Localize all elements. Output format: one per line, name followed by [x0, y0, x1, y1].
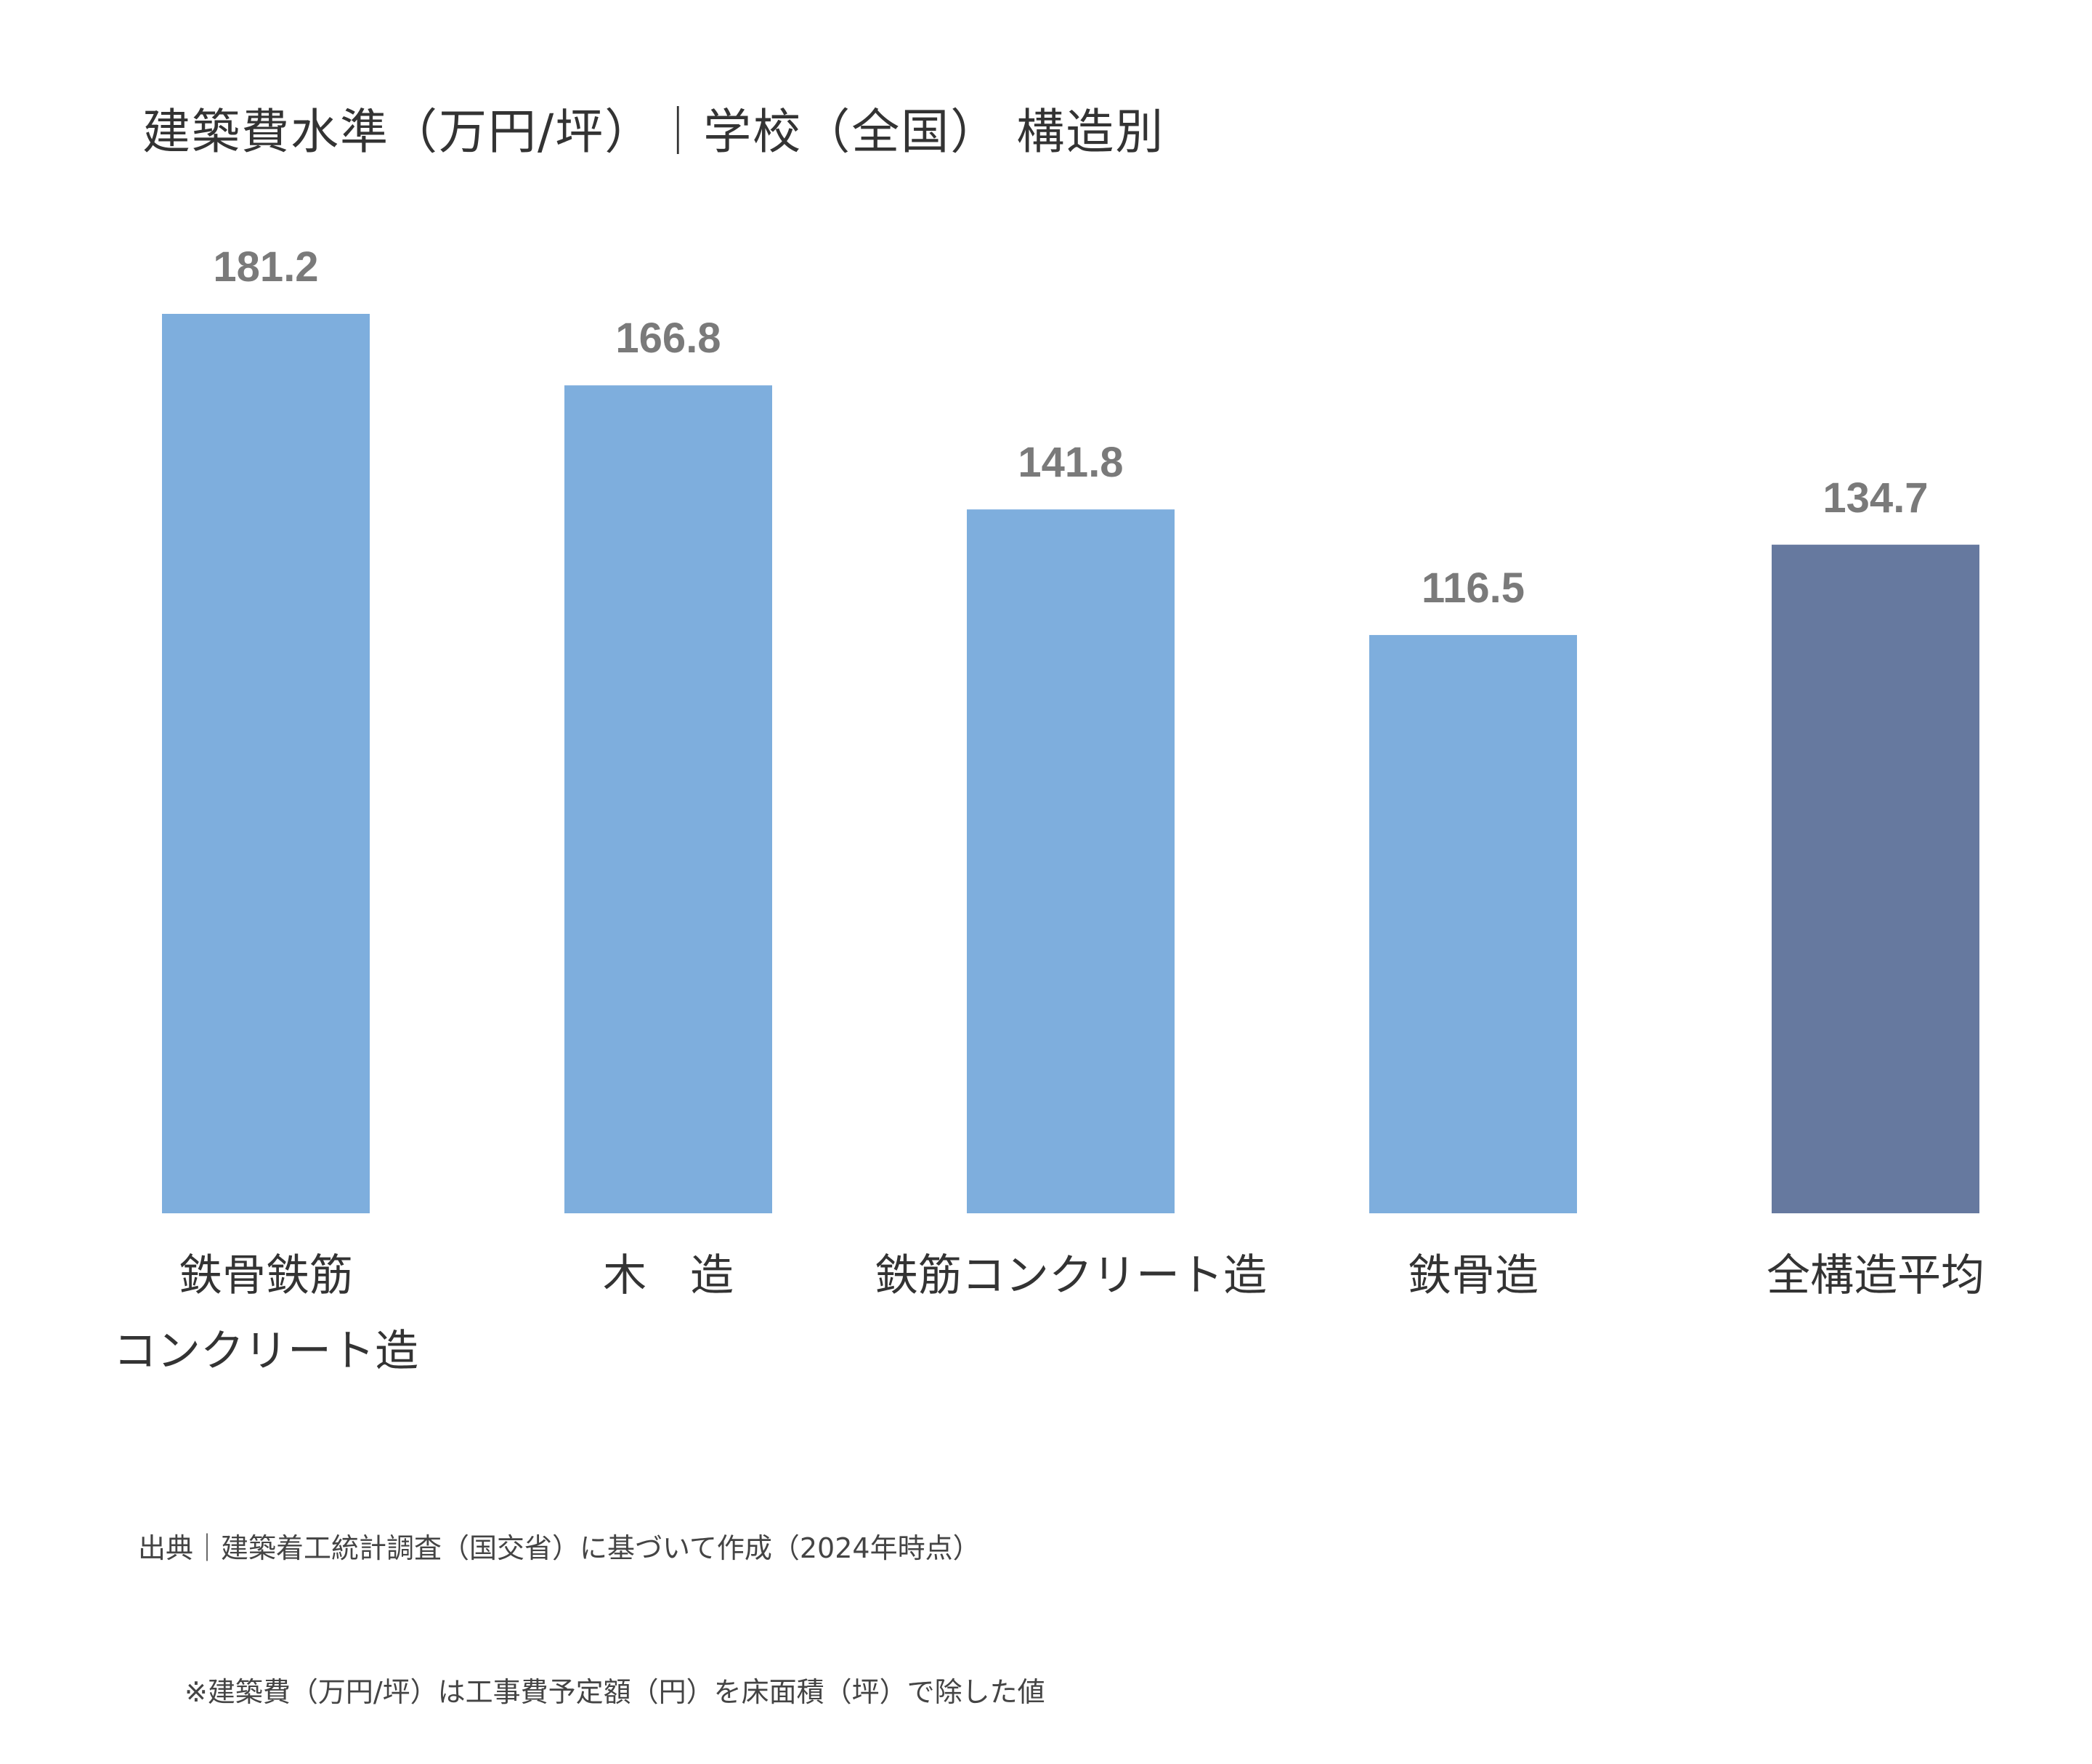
value-label-0: 181.2 [213, 243, 319, 291]
chart-title: 建築費水準（万円/坪）｜学校（全国） 構造別 [142, 104, 1165, 160]
bar-2 [967, 509, 1175, 1213]
value-label-4: 134.7 [1823, 474, 1929, 522]
value-label-3: 116.5 [1422, 565, 1525, 612]
bar-4 [1772, 544, 1979, 1213]
value-label-2: 141.8 [1018, 439, 1124, 487]
source-text: 出典｜建築着工統計調査（国交省）に基づいて作成（2024年時点） [138, 1532, 981, 1564]
bar-chart [162, 314, 1979, 1214]
category-label-0: 鉄骨鉄筋 コンクリート造 [113, 1250, 418, 1377]
source-note: 出典｜建築着工統計調査（国交省）に基づいて作成（2024年時点） ※建築費（万円… [138, 1428, 1045, 1764]
category-label-3: 鉄骨造 [1408, 1250, 1538, 1301]
bar-0 [162, 314, 370, 1213]
bar-3 [1369, 635, 1577, 1213]
value-label-1: 166.8 [615, 315, 721, 363]
footnote-text: ※建築費（万円/坪）は工事費予定額（円）を床面積（坪）で除した値 [185, 1676, 1045, 1708]
category-label-1: 木 造 [603, 1250, 734, 1301]
category-label-2: 鉄筋コンクリート造 [875, 1250, 1267, 1301]
bar-1 [564, 385, 772, 1214]
category-label-4: 全構造平均 [1767, 1250, 1984, 1301]
